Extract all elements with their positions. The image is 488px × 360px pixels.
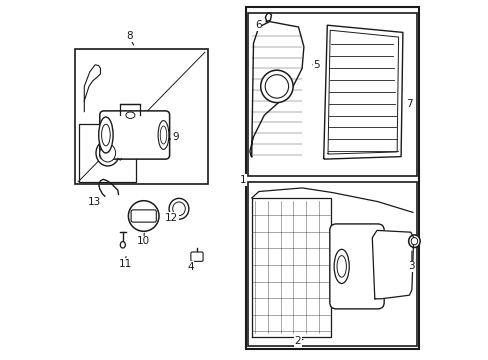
Text: 11: 11 xyxy=(118,258,131,269)
Ellipse shape xyxy=(160,126,166,144)
FancyBboxPatch shape xyxy=(190,252,203,261)
Bar xyxy=(79,124,136,182)
Text: 7: 7 xyxy=(405,99,412,109)
Polygon shape xyxy=(84,65,101,112)
FancyBboxPatch shape xyxy=(131,210,156,222)
Ellipse shape xyxy=(333,249,348,284)
Text: 4: 4 xyxy=(187,262,193,272)
Bar xyxy=(75,49,207,184)
Polygon shape xyxy=(251,198,330,337)
Ellipse shape xyxy=(99,117,113,153)
Text: 5: 5 xyxy=(312,60,319,70)
Ellipse shape xyxy=(120,242,125,248)
Polygon shape xyxy=(371,230,413,299)
Ellipse shape xyxy=(336,256,346,277)
Text: 9: 9 xyxy=(172,132,178,142)
Text: 12: 12 xyxy=(165,213,178,223)
Ellipse shape xyxy=(128,201,159,231)
Ellipse shape xyxy=(169,198,188,219)
Bar xyxy=(246,7,418,349)
Polygon shape xyxy=(249,22,303,157)
Ellipse shape xyxy=(125,112,135,118)
Text: 13: 13 xyxy=(87,197,101,207)
Text: 8: 8 xyxy=(126,31,132,41)
FancyBboxPatch shape xyxy=(100,111,169,159)
Text: 2: 2 xyxy=(294,336,301,346)
FancyBboxPatch shape xyxy=(329,224,384,309)
Bar xyxy=(247,13,416,176)
Ellipse shape xyxy=(172,202,185,216)
Ellipse shape xyxy=(410,238,417,245)
Ellipse shape xyxy=(158,121,168,149)
Ellipse shape xyxy=(96,140,119,166)
Polygon shape xyxy=(323,25,402,159)
Ellipse shape xyxy=(408,235,419,248)
Text: 6: 6 xyxy=(254,20,261,30)
Ellipse shape xyxy=(260,70,292,103)
Ellipse shape xyxy=(100,144,115,162)
Text: 3: 3 xyxy=(408,261,414,271)
Bar xyxy=(247,182,416,346)
Ellipse shape xyxy=(102,124,110,146)
Ellipse shape xyxy=(264,75,288,98)
Text: 1: 1 xyxy=(239,175,246,185)
Text: 10: 10 xyxy=(137,236,150,246)
